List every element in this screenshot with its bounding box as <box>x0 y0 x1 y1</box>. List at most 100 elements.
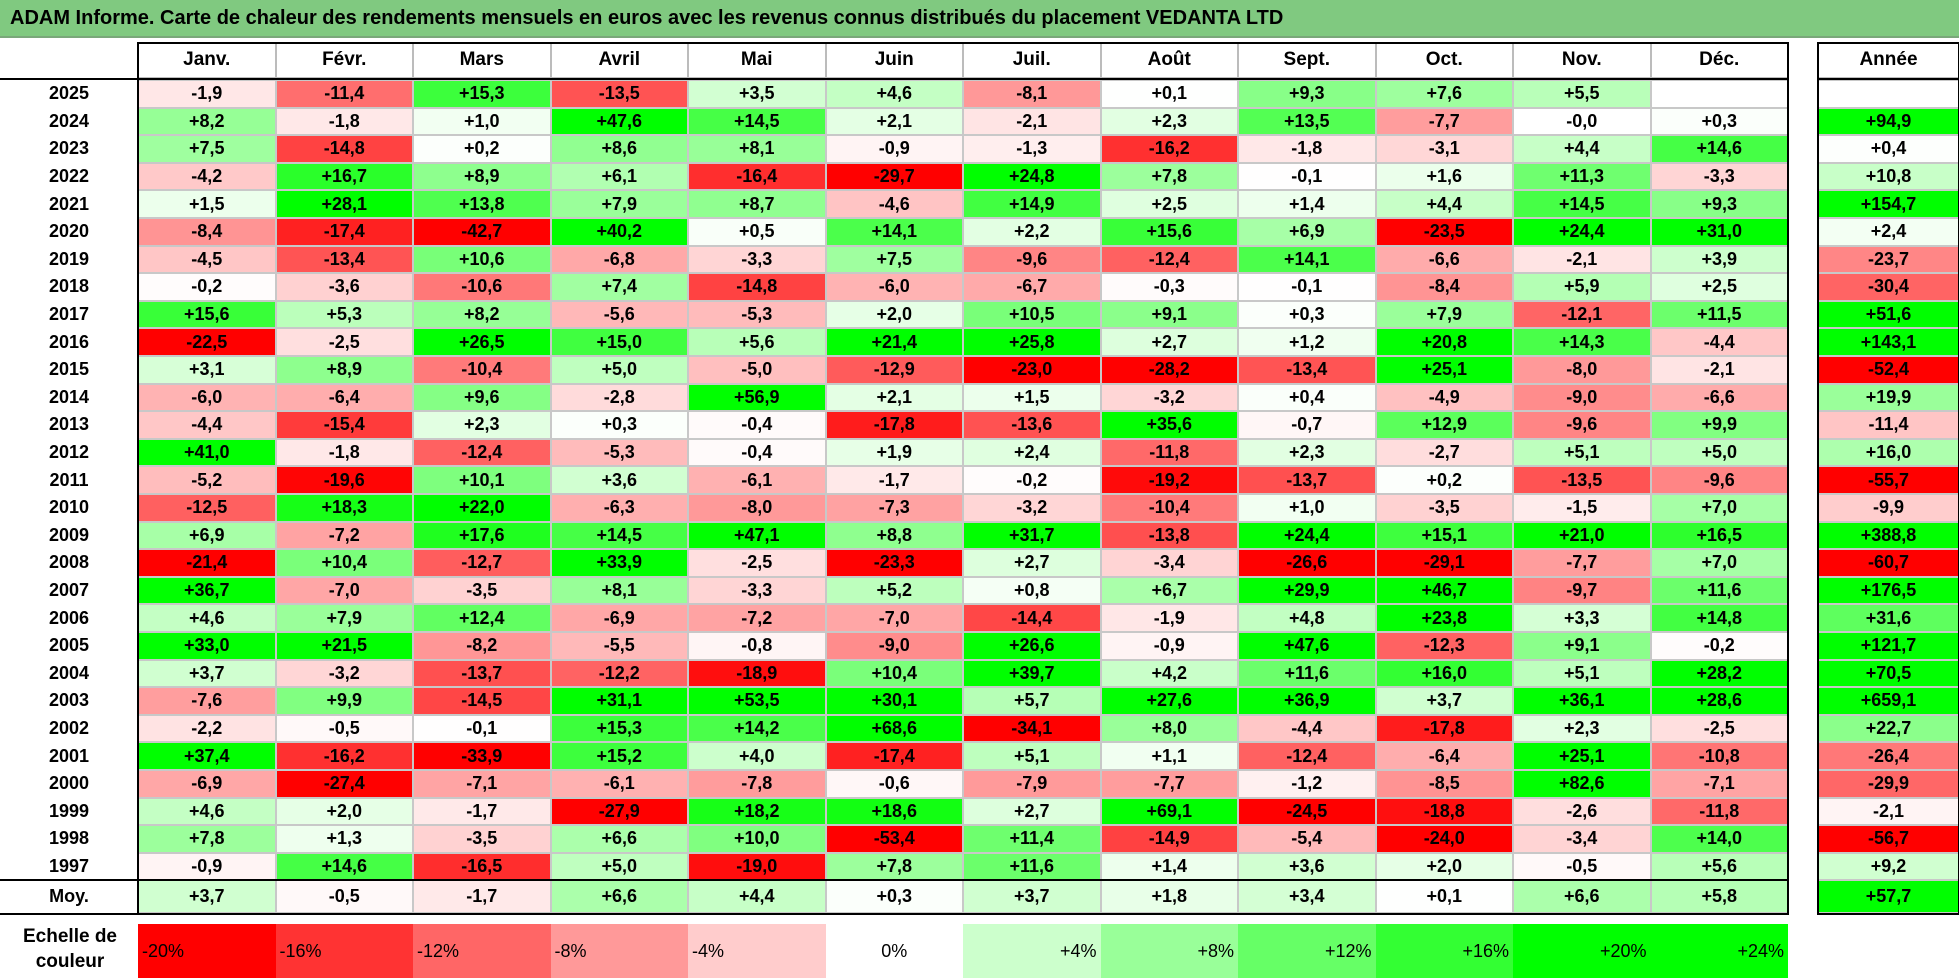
heatmap-cell: -6,0 <box>138 383 276 412</box>
heatmap-cell: -12,4 <box>1100 245 1238 274</box>
heatmap-cell: +14,5 <box>1513 190 1651 218</box>
heatmap-cell: +2,2 <box>963 218 1101 246</box>
heatmap-cell: -13,7 <box>1238 466 1376 494</box>
heatmap-cell: +5,6 <box>1650 852 1788 881</box>
heatmap-cell: -19,0 <box>688 852 826 881</box>
heatmap-cell: -3,6 <box>275 273 413 301</box>
heatmap-cell: -12,5 <box>138 494 276 522</box>
chart-title: ADAM Informe. Carte de chaleur des rende… <box>10 7 1284 29</box>
heatmap-cell: +3,9 <box>1650 245 1788 274</box>
heatmap-cell: +2,0 <box>1375 852 1513 881</box>
heatmap-cell: +5,1 <box>1513 438 1651 467</box>
year-label: 1998 <box>48 828 90 849</box>
heatmap-cell: +7,0 <box>1650 494 1788 522</box>
heatmap-cell: -8,0 <box>688 494 826 522</box>
heatmap-cell: -6,1 <box>550 770 688 798</box>
year-label: 2017 <box>48 304 90 325</box>
heatmap-cell: +14,5 <box>550 521 688 550</box>
year-label: 2013 <box>48 414 90 435</box>
heatmap-cell: +20,8 <box>1375 328 1513 356</box>
heatmap-cell: -0,1 <box>1238 162 1376 191</box>
heatmap-cell: +1,2 <box>1238 328 1376 356</box>
heatmap-cell: +14,1 <box>825 218 963 246</box>
heatmap-cell: -10,8 <box>1650 742 1788 770</box>
heatmap-cell: -29,1 <box>1375 549 1513 577</box>
heatmap-cell: +3,7 <box>138 659 276 688</box>
month-header: Juin <box>825 42 963 78</box>
heatmap-cell: +6,6 <box>550 825 688 853</box>
heatmap-cell: +5,1 <box>963 742 1101 770</box>
heatmap-cell: -17,4 <box>275 218 413 246</box>
heatmap-cell: -0,5 <box>1513 852 1651 881</box>
year-label: 2021 <box>48 193 90 214</box>
heatmap-cell: -4,2 <box>138 162 276 191</box>
year-label: 2008 <box>48 552 90 573</box>
heatmap-cell: +2,5 <box>1100 190 1238 218</box>
color-scale-label: Echelle de couleur <box>23 926 117 972</box>
heatmap-cell: +5,2 <box>825 576 963 605</box>
heatmap-cell: +39,7 <box>963 659 1101 688</box>
heatmap-cell: -13,4 <box>1238 356 1376 384</box>
heatmap-cell: +7,5 <box>825 245 963 274</box>
annual-cell: +19,9 <box>1818 383 1959 412</box>
heatmap-cell: -12,3 <box>1375 632 1513 660</box>
heatmap-cell: +3,6 <box>1238 852 1376 881</box>
heatmap-cell: +5,1 <box>1513 659 1651 688</box>
heatmap-cell: +4,4 <box>1375 190 1513 218</box>
year-label: 2019 <box>48 248 90 269</box>
average-cell: -1,7 <box>413 880 551 913</box>
heatmap-cell: +16,5 <box>1650 521 1788 550</box>
heatmap-cell: -21,4 <box>138 549 276 577</box>
heatmap-cell: -6,4 <box>275 383 413 412</box>
heatmap-cell: -7,7 <box>1375 107 1513 136</box>
color-scale-step: +4% <box>963 924 1101 978</box>
heatmap-cell: -16,4 <box>688 162 826 191</box>
heatmap-cell: +56,9 <box>688 383 826 412</box>
heatmap-cell: -13,8 <box>1100 521 1238 550</box>
heatmap-cell: -3,4 <box>1513 825 1651 853</box>
heatmap-cell: -12,4 <box>413 438 551 467</box>
average-cell: +3,7 <box>963 880 1101 913</box>
heatmap-cell: +14,5 <box>688 107 826 136</box>
average-cell: +1,8 <box>1100 880 1238 913</box>
heatmap-cell: +1,5 <box>963 383 1101 412</box>
heatmap-cell: -17,8 <box>825 411 963 439</box>
heatmap-cell: +0,3 <box>550 411 688 439</box>
heatmap-cell: +2,3 <box>1513 714 1651 743</box>
heatmap-cell: +12,9 <box>1375 411 1513 439</box>
heatmap-cell: -15,4 <box>275 411 413 439</box>
heatmap-cell: -17,4 <box>825 742 963 770</box>
heatmap-cell: +5,3 <box>275 300 413 329</box>
heatmap-cell: -5,6 <box>550 300 688 329</box>
heatmap-cell: -2,1 <box>963 107 1101 136</box>
heatmap-cell: -16,2 <box>1100 135 1238 163</box>
heatmap-cell: +4,4 <box>1513 135 1651 163</box>
annual-cell: +94,9 <box>1818 107 1959 136</box>
heatmap-cell: -3,3 <box>1650 162 1788 191</box>
heatmap-cell: +29,9 <box>1238 576 1376 605</box>
heatmap-cell: -1,8 <box>275 438 413 467</box>
heatmap-cell: -2,5 <box>1650 714 1788 743</box>
heatmap-cell: -4,6 <box>825 190 963 218</box>
heatmap-cell: +5,9 <box>1513 273 1651 301</box>
heatmap-cell: +15,0 <box>550 328 688 356</box>
heatmap-cell: -7,7 <box>1513 549 1651 577</box>
year-label: 2022 <box>48 166 90 187</box>
heatmap-cell: -14,8 <box>688 273 826 301</box>
annual-cell: +70,5 <box>1818 659 1959 688</box>
heatmap-cell: +8,6 <box>550 135 688 163</box>
heatmap-cell: +2,1 <box>825 383 963 412</box>
heatmap-cell: -8,0 <box>1513 356 1651 384</box>
year-label: 2016 <box>48 331 90 352</box>
heatmap-cell: +82,6 <box>1513 770 1651 798</box>
heatmap-cell: +4,2 <box>1100 659 1238 688</box>
heatmap-cell: -0,7 <box>1238 411 1376 439</box>
average-cell: +6,6 <box>550 880 688 913</box>
heatmap-cell: +33,9 <box>550 549 688 577</box>
heatmap-cell: +36,9 <box>1238 687 1376 715</box>
year-label: 2003 <box>48 690 90 711</box>
heatmap-cell: +0,3 <box>1650 107 1788 136</box>
heatmap-cell: +8,2 <box>413 300 551 329</box>
average-cell: +0,1 <box>1375 880 1513 913</box>
